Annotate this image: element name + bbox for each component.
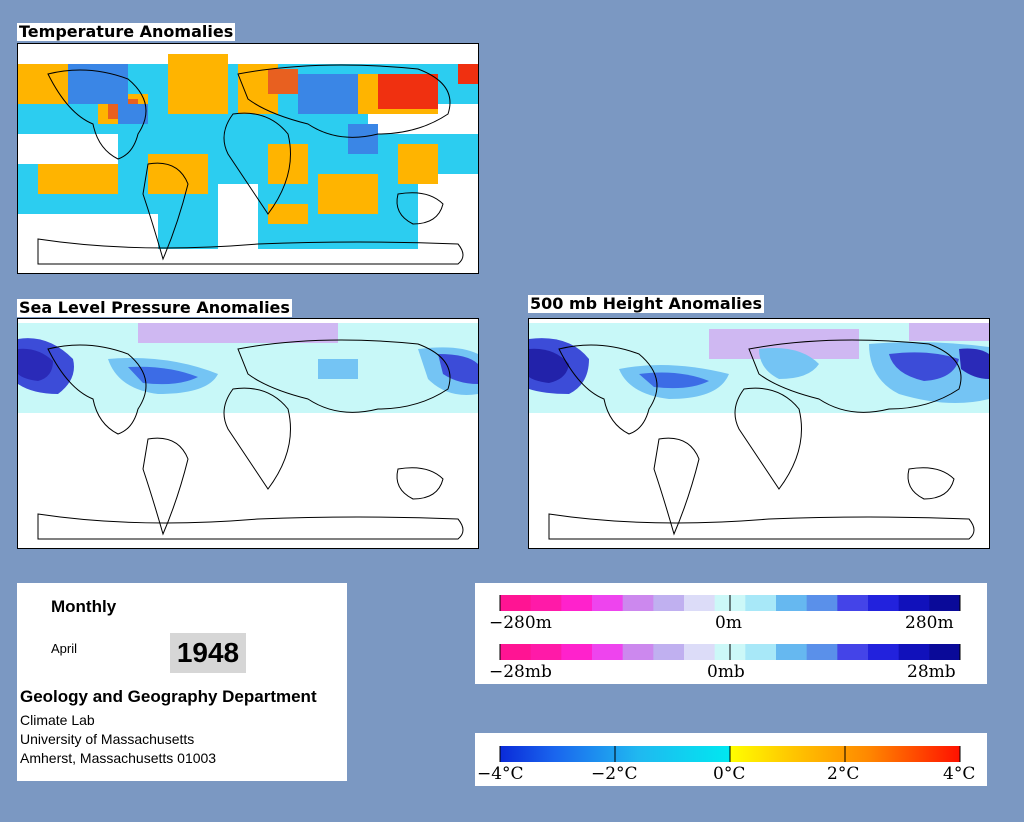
year-display: 1948 (170, 633, 246, 673)
temp-legend-minus4: −4°C (477, 764, 524, 784)
height-legend-segment (500, 595, 532, 611)
slp-map-title: Sea Level Pressure Anomalies (17, 298, 292, 317)
height-map-title: 500 mb Height Anomalies (528, 294, 765, 313)
slp-legend-segment (745, 644, 777, 660)
university-name: University of Massachusetts (20, 731, 195, 747)
address-line: Amherst, Massachusetts 01003 (20, 750, 217, 766)
temp-legend-minus2: −2°C (591, 764, 638, 784)
temperature-anomaly-map (17, 43, 479, 274)
slp-legend-bar (499, 644, 961, 660)
temp-legend-plus4: 4°C (943, 764, 975, 784)
lab-name: Climate Lab (20, 712, 95, 728)
slp-legend-segment (530, 644, 562, 660)
height-legend-segment (561, 595, 593, 611)
department-name: Geology and Geography Department (20, 687, 317, 706)
slp-legend-zero: 0mb (707, 662, 745, 682)
slp-legend-segment (622, 644, 654, 660)
height-legend-segment (684, 595, 716, 611)
height-legend-max: 280m (905, 613, 954, 633)
slp-legend-segment (929, 644, 961, 660)
info-panel: Monthly April 1948 Geology and Geography… (17, 583, 347, 781)
slp-legend-segment (684, 644, 716, 660)
slp-legend-segment (653, 644, 685, 660)
height-legend-segment (929, 595, 961, 611)
height-legend-segment (776, 595, 808, 611)
slp-legend-min: −28mb (489, 662, 552, 682)
height-anomaly-map (528, 318, 990, 549)
height-legend-segment (530, 595, 562, 611)
slp-anomaly-map (17, 318, 479, 549)
slp-legend-segment (806, 644, 838, 660)
height-legend-bar (499, 595, 961, 611)
slp-legend-segment (592, 644, 624, 660)
height-legend-zero: 0m (715, 613, 742, 633)
slp-legend-segment (837, 644, 869, 660)
temp-legend-zero: 0°C (713, 764, 745, 784)
period-mode-label: Monthly (51, 597, 117, 616)
height-legend-segment (898, 595, 930, 611)
height-legend-segment (745, 595, 777, 611)
slp-legend-segment (868, 644, 900, 660)
height-legend-segment (837, 595, 869, 611)
month-label: April (51, 641, 78, 656)
temperature-map-title: Temperature Anomalies (17, 22, 236, 41)
height-legend-segment (653, 595, 685, 611)
slp-legend-segment (500, 644, 532, 660)
temp-legend-plus2: 2°C (827, 764, 859, 784)
height-legend-segment (868, 595, 900, 611)
anomaly-color-legend: −280m 0m 280m −28mb 0mb 28mb (475, 583, 987, 684)
temperature-color-legend: −4°C −2°C 0°C 2°C 4°C (475, 733, 987, 786)
height-legend-segment (592, 595, 624, 611)
slp-legend-segment (561, 644, 593, 660)
height-legend-segment (622, 595, 654, 611)
height-legend-segment (806, 595, 838, 611)
slp-legend-segment (776, 644, 808, 660)
height-legend-min: −280m (489, 613, 552, 633)
slp-legend-segment (898, 644, 930, 660)
slp-legend-max: 28mb (907, 662, 956, 682)
